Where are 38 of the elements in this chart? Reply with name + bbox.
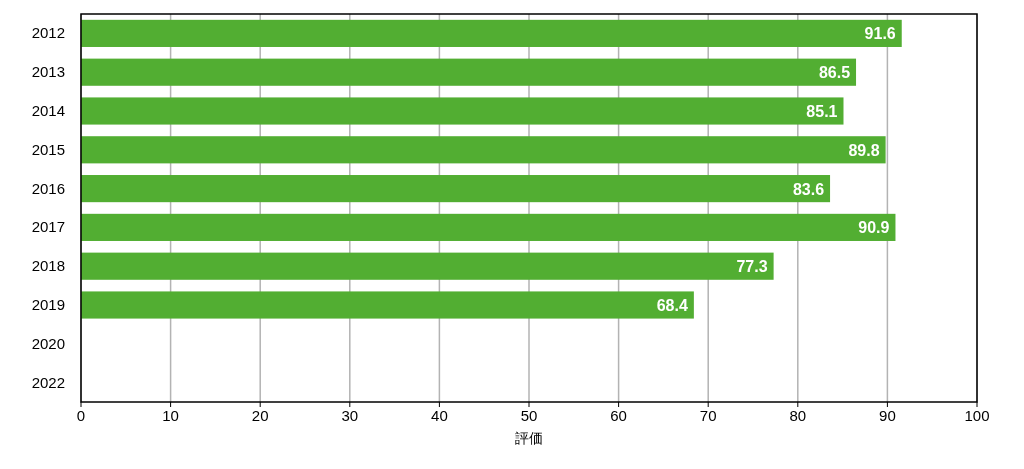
data-label: 86.5	[818, 64, 851, 82]
y-tick-label: 2018	[31, 257, 65, 275]
x-tick-label: 0	[76, 407, 86, 424]
y-tick-label: 2013	[31, 63, 65, 81]
x-tick-label: 70	[699, 407, 717, 424]
x-tick-label: 40	[431, 407, 448, 424]
bar	[81, 97, 844, 125]
x-tick-label: 100	[964, 407, 990, 424]
x-tick-label: 80	[789, 407, 807, 424]
y-tick-label: 2022	[31, 373, 65, 391]
y-tick-label: 2014	[31, 102, 65, 119]
bar	[81, 58, 857, 86]
x-tick-label: 50	[520, 407, 538, 424]
x-tick-label: 20	[251, 407, 269, 424]
x-axis-title: 評価	[515, 430, 543, 446]
y-tick-label: 2017	[31, 218, 65, 236]
y-tick-label: 2016	[31, 179, 65, 197]
data-label: 85.1	[806, 103, 838, 120]
bar	[81, 19, 902, 47]
data-label: 68.4	[656, 297, 688, 314]
data-label: 83.6	[792, 180, 825, 198]
bar	[81, 175, 831, 203]
bar	[81, 252, 774, 280]
data-label: 77.3	[736, 258, 768, 276]
y-tick-label: 2020	[31, 334, 65, 352]
x-tick-label: 10	[162, 407, 179, 424]
bar	[81, 136, 886, 164]
x-tick-label: 30	[341, 407, 359, 424]
y-tick-label: 2019	[31, 296, 65, 313]
bar	[81, 291, 694, 319]
y-tick-label: 2015	[31, 140, 65, 158]
x-tick-label: 90	[879, 407, 896, 424]
data-label: 90.9	[858, 219, 890, 237]
bar	[81, 213, 896, 241]
data-label: 91.6	[864, 25, 896, 43]
y-tick-label: 2012	[31, 24, 65, 42]
x-tick-label: 60	[610, 407, 627, 424]
data-label: 89.8	[848, 141, 880, 159]
